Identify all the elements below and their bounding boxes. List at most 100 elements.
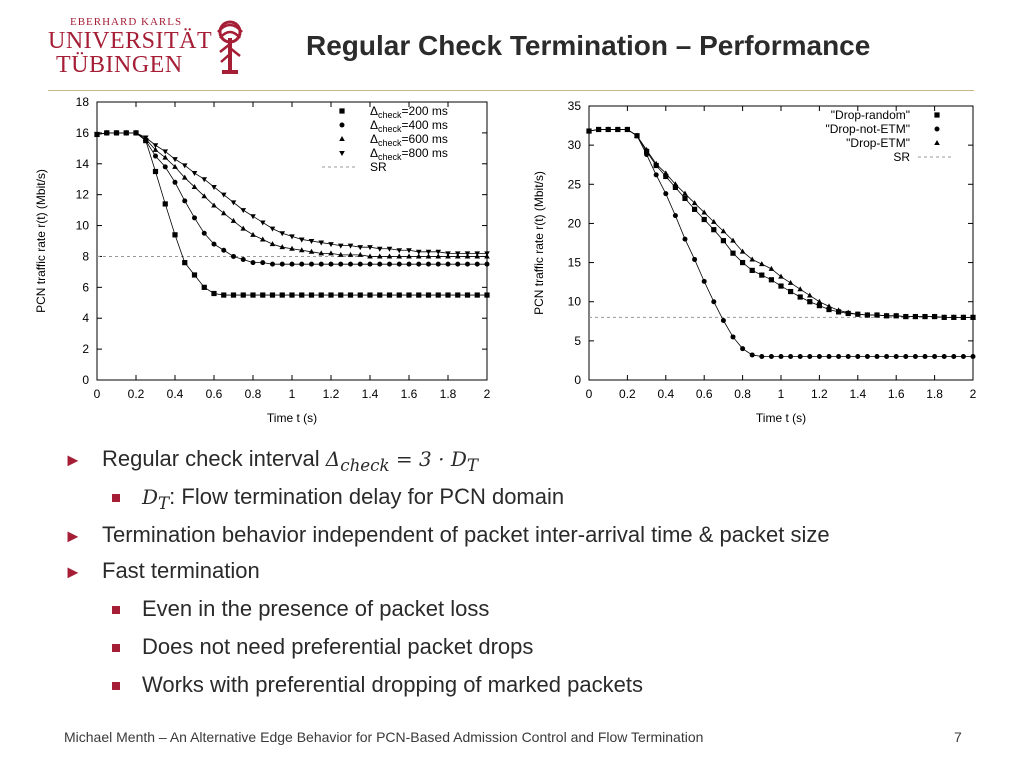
data-point — [270, 261, 275, 267]
chart-1: 0 0.2 0.4 0.6 0.8 1 1.2 1.4 1.6 1.8 2 0 2 4 6 8 10 12 14 16… — [34, 95, 491, 425]
data-point — [231, 253, 236, 259]
data-point — [464, 292, 471, 298]
data-point — [835, 307, 842, 313]
data-point — [912, 313, 919, 319]
data-point — [749, 256, 755, 262]
data-point — [663, 173, 669, 180]
data-point — [279, 231, 286, 237]
bullet-7-text: Works with preferential dropping of mark… — [142, 672, 643, 697]
data-point — [720, 238, 726, 244]
legend-label: "Drop-ETM" — [846, 136, 910, 150]
data-point — [415, 253, 422, 259]
data-point — [211, 290, 217, 297]
data-point — [941, 354, 947, 360]
data-point — [308, 292, 315, 298]
data-point — [797, 286, 803, 292]
data-point — [406, 253, 412, 259]
data-point — [181, 174, 188, 180]
x-tick-label: 0.8 — [734, 387, 751, 401]
data-point — [299, 292, 305, 298]
data-point — [464, 251, 471, 257]
data-point — [788, 288, 794, 295]
bullet-marker-square — [112, 682, 120, 690]
data-point — [922, 313, 928, 319]
bullet-marker: ► — [64, 562, 82, 582]
series-line — [588, 129, 973, 318]
data-point — [133, 130, 139, 136]
data-point — [240, 225, 247, 231]
data-point — [730, 250, 736, 256]
data-point — [682, 195, 688, 201]
data-point — [759, 354, 765, 360]
data-point — [279, 261, 285, 267]
x-tick-label: 1.6 — [401, 387, 418, 401]
x-tick-label: 2 — [484, 387, 491, 401]
legend-label: Δcheck=400 ms — [370, 118, 448, 134]
data-point — [759, 272, 765, 278]
data-point — [768, 354, 774, 360]
data-point — [951, 354, 957, 360]
data-point — [123, 130, 130, 136]
data-point — [474, 251, 481, 257]
legend-marker — [339, 108, 345, 114]
y-tick-label: 5 — [574, 334, 581, 348]
bullet-1-text: Regular check interval — [102, 446, 326, 471]
data-point — [874, 312, 880, 318]
series-line — [588, 129, 973, 318]
data-point — [807, 354, 813, 360]
data-point — [318, 250, 325, 256]
data-point — [730, 237, 736, 243]
logo-line-2: UNIVERSITÄT — [48, 28, 213, 54]
data-point — [615, 126, 621, 132]
data-point — [922, 354, 928, 360]
data-point — [932, 354, 938, 360]
data-point — [113, 130, 120, 136]
data-point — [960, 354, 966, 360]
data-point — [711, 218, 717, 224]
data-point — [191, 183, 198, 189]
chart-2: 0 0.2 0.4 0.6 0.8 1 1.2 1.4 1.6 1.8 20510152025303… — [532, 99, 977, 425]
x-tick-label: 0.6 — [696, 387, 713, 401]
data-point — [415, 249, 422, 255]
data-point — [386, 246, 393, 252]
data-point — [874, 354, 880, 360]
data-point — [941, 314, 947, 320]
data-point — [386, 253, 393, 259]
data-point — [455, 292, 461, 298]
data-point — [740, 346, 746, 352]
x-tick-label: 1 — [289, 387, 296, 401]
data-point — [328, 292, 334, 298]
legend-label: "Drop-random" — [831, 108, 910, 122]
y-tick-label: 6 — [82, 280, 89, 294]
y-tick-label: 15 — [568, 256, 582, 270]
data-point — [454, 251, 461, 257]
y-tick-label: 10 — [76, 219, 90, 233]
series-3 — [586, 126, 976, 320]
data-point — [172, 232, 178, 238]
data-point — [759, 261, 765, 267]
data-point — [768, 265, 775, 271]
data-point — [682, 236, 688, 242]
data-point — [701, 209, 707, 215]
data-point — [152, 143, 159, 149]
data-point — [162, 154, 169, 160]
data-point — [816, 298, 823, 304]
data-point — [298, 237, 305, 243]
y-tick-label: 10 — [568, 295, 582, 309]
data-point — [826, 303, 832, 309]
data-point — [864, 312, 871, 318]
data-point — [672, 181, 679, 187]
data-point — [367, 261, 373, 267]
data-point — [347, 251, 354, 257]
data-point — [269, 241, 276, 247]
data-point — [328, 250, 334, 256]
bullet-5-text: Even in the presence of packet loss — [142, 596, 490, 621]
bullet-6-text: Does not need preferential packet drops — [142, 634, 534, 659]
x-tick-label: 1.2 — [811, 387, 828, 401]
data-point — [951, 314, 957, 320]
data-point — [465, 261, 470, 267]
y-tick-label: 14 — [76, 157, 90, 171]
data-point — [269, 292, 276, 298]
data-point — [663, 170, 669, 176]
data-point — [328, 261, 334, 267]
